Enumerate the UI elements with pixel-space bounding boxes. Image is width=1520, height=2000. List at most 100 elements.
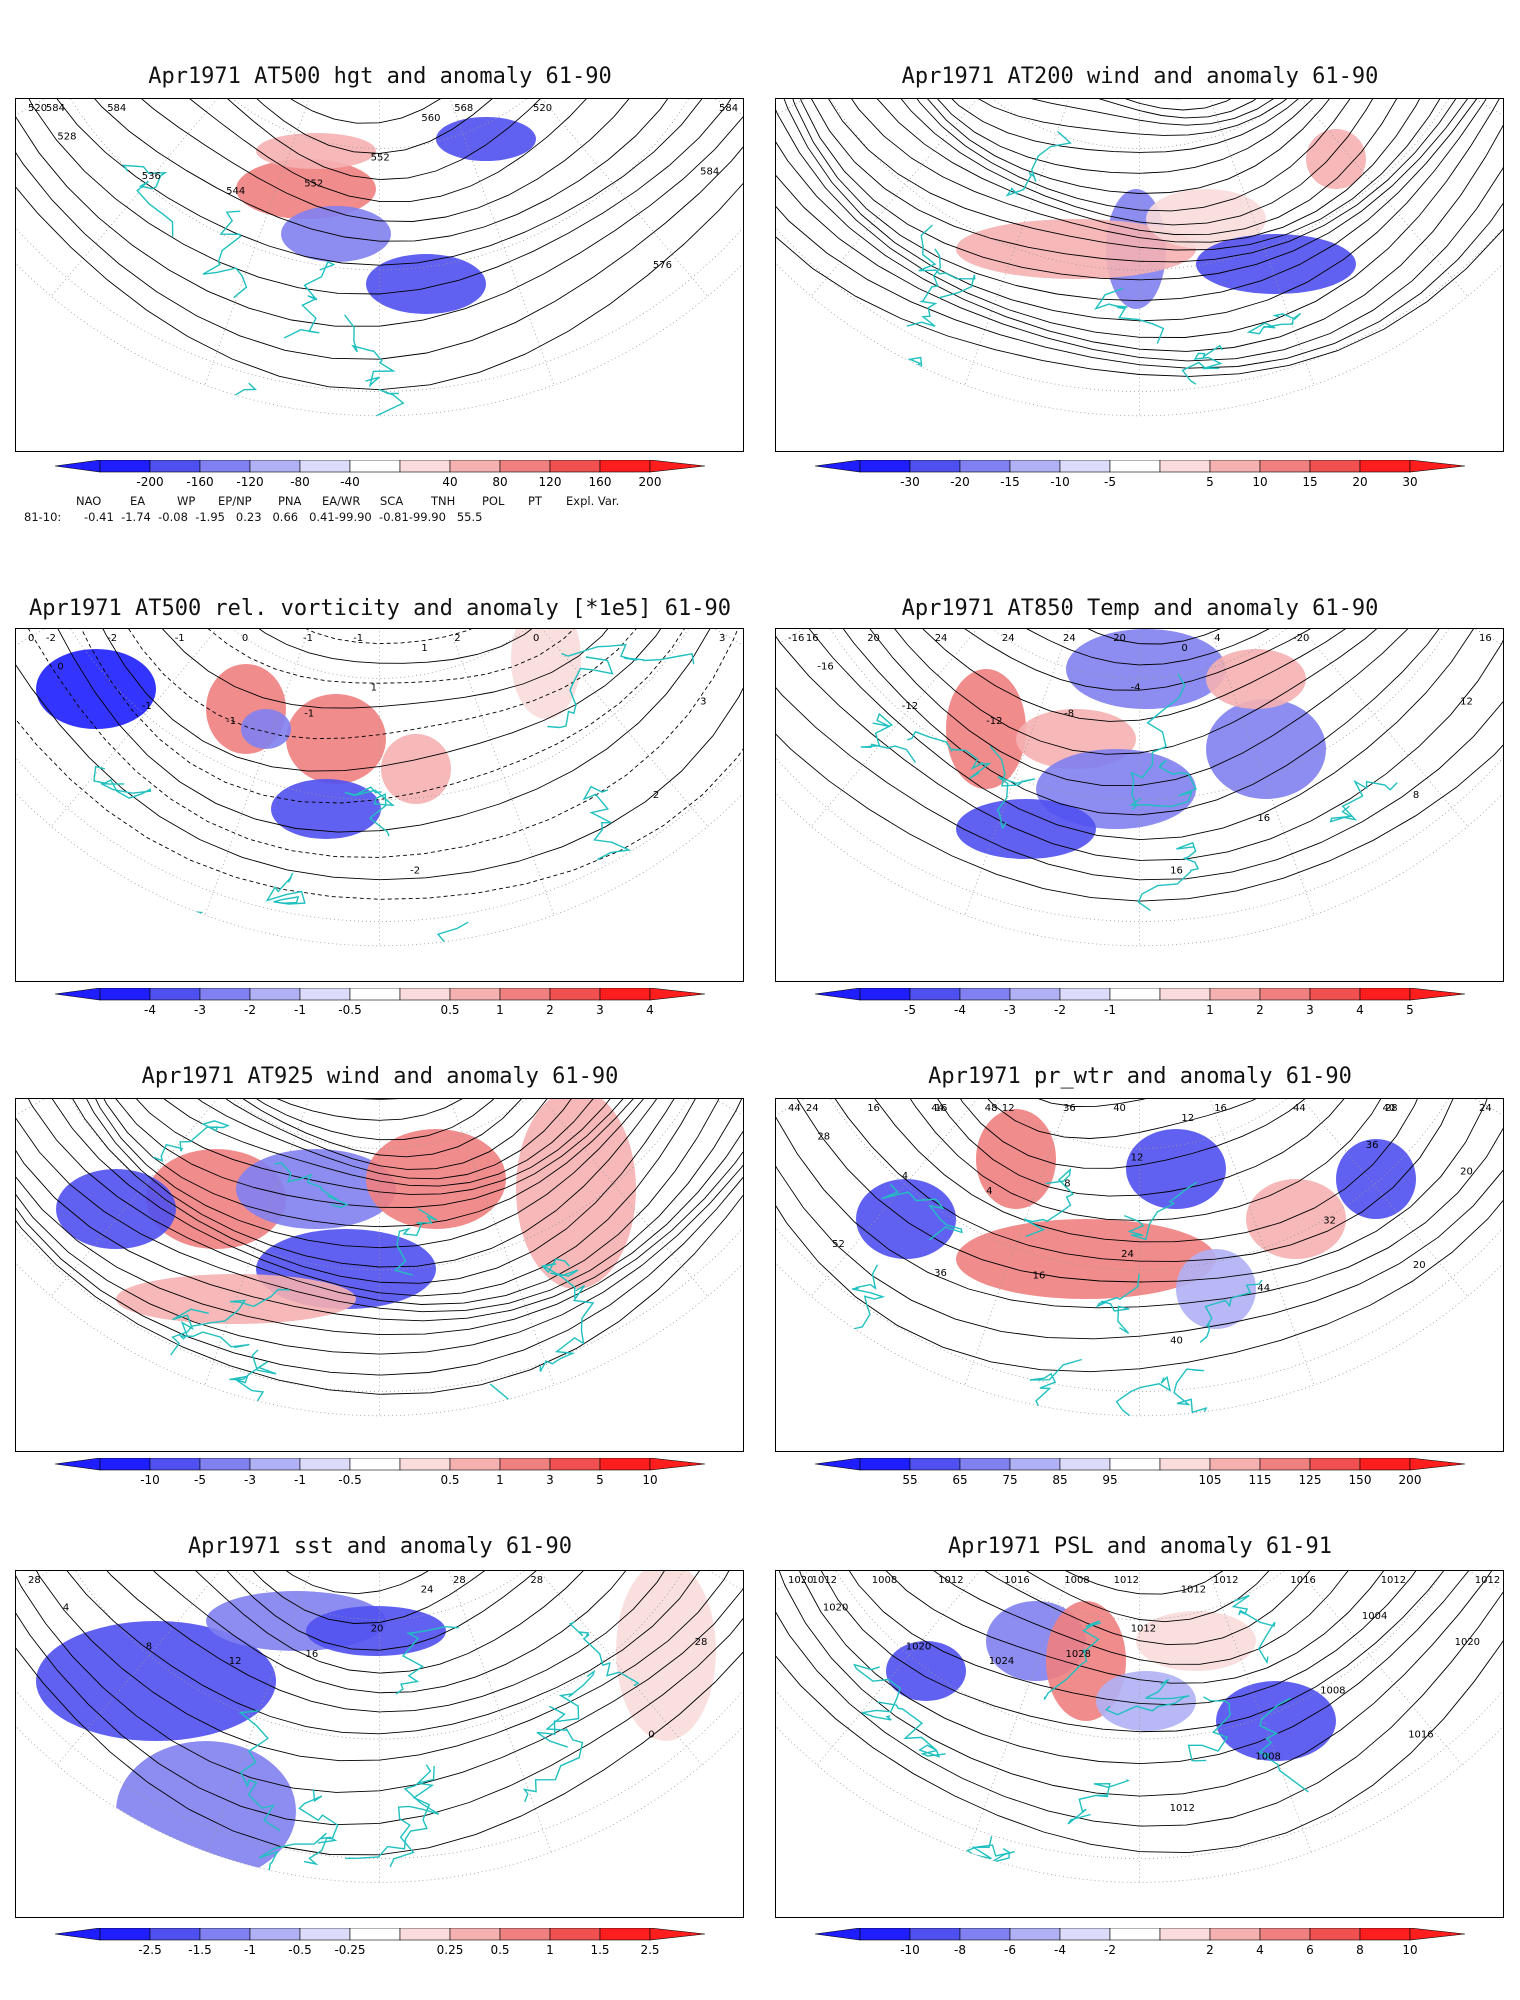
coastline	[850, 1264, 886, 1331]
colorbar-tick-label: 120	[538, 475, 562, 489]
coastline	[541, 1258, 579, 1299]
contour-label: -2	[46, 633, 56, 644]
coastline	[172, 1308, 250, 1349]
contour-label: -1	[142, 701, 152, 712]
anomaly-shading	[1216, 1681, 1336, 1761]
contour-label: 0	[28, 633, 34, 644]
anomaly-shading	[886, 1641, 966, 1701]
coastline	[1181, 344, 1223, 385]
colorbar-tick-label: -120	[236, 475, 264, 489]
contour-label: 24	[1063, 633, 1076, 644]
contour-line	[847, 99, 1443, 212]
contour-label: 2	[454, 633, 460, 644]
contour-line	[16, 1099, 743, 1305]
colorbar-tick-label: -0.5	[338, 1003, 362, 1017]
coastline	[1304, 920, 1374, 946]
contour-line	[93, 1099, 662, 1187]
colorbar-tick-label: -10	[1050, 475, 1070, 489]
coastline	[93, 765, 152, 799]
anomaly-shading	[511, 629, 581, 719]
contour-line	[77, 1099, 703, 1208]
coastline	[630, 926, 681, 946]
colorbar-swatches	[815, 988, 1465, 1001]
contour-label: 4	[1214, 633, 1220, 644]
contour-label: 16	[806, 633, 819, 644]
anomaly-shading	[1336, 1139, 1416, 1219]
contour-line	[16, 99, 743, 360]
contour-label: 24	[935, 633, 948, 644]
coastline	[393, 1208, 438, 1276]
contour-line	[913, 99, 1369, 126]
contour-label: 584	[107, 103, 126, 114]
contour-label: -1	[226, 716, 236, 727]
coastline	[522, 1705, 584, 1803]
coastline	[298, 1789, 339, 1866]
contour-label: 1008	[1255, 1752, 1280, 1763]
contour-label: 16	[1033, 1270, 1046, 1281]
contour-label: 0	[648, 1729, 654, 1740]
contour-label: 1016	[1408, 1729, 1433, 1740]
colorbar: -2.5 -1.5 -1 -0.5 -0.25 0.25 0.5 1 1.5 2.5	[55, 1928, 705, 1964]
contour-label: 568	[454, 103, 473, 114]
coastline	[1016, 1358, 1082, 1416]
contour-label: 20	[867, 633, 880, 644]
colorbar-tick-label: 5	[1406, 1003, 1414, 1017]
coastline	[122, 164, 174, 237]
contour-line	[852, 1099, 1425, 1197]
colorbar-tick-label: 75	[1002, 1473, 1018, 1487]
contour-label: 28	[1385, 1103, 1398, 1114]
contour-label: 0	[242, 633, 248, 644]
contour-line	[181, 1571, 590, 1595]
header-pt: PT	[528, 494, 542, 508]
contour-line	[34, 1571, 705, 1713]
contour-label: 24	[806, 1103, 819, 1114]
contour-line	[885, 99, 1425, 174]
meridian-line	[379, 99, 743, 161]
contour-label: 16	[867, 1103, 880, 1114]
contour-line	[779, 99, 1503, 263]
contour-label: 1020	[823, 1603, 848, 1614]
colorbar-tick-label: 20	[1352, 475, 1368, 489]
contour-label: -16	[817, 661, 833, 672]
colorbar-tick-label: -2.5	[138, 1943, 162, 1957]
colorbar-tick-label: -4	[954, 1003, 966, 1017]
coastline	[966, 1836, 1015, 1864]
colorbar-tick-label: 160	[588, 475, 612, 489]
colorbar-tick-label: -5	[904, 1003, 916, 1017]
contour-label: 536	[142, 171, 161, 182]
colorbar-swatches	[55, 988, 705, 1001]
contour-label: 0	[533, 633, 539, 644]
contour-label: 1012	[1475, 1575, 1500, 1586]
coastline	[877, 1701, 946, 1758]
header-nao: NAO	[76, 494, 102, 508]
contour-label: 24	[1479, 1103, 1492, 1114]
coastline	[1115, 1375, 1185, 1416]
coastline	[1137, 841, 1200, 912]
contour-label: 20	[1113, 633, 1126, 644]
coastline	[1124, 1181, 1198, 1241]
contour-line	[153, 1571, 612, 1624]
contour-line	[936, 99, 1334, 111]
colorbar-swatches	[815, 1928, 1465, 1941]
contour-label: 3	[700, 696, 706, 707]
contour-line	[142, 1099, 625, 1158]
contour-line	[776, 99, 1503, 369]
map-frame: 1016 1020 1020 1020 1024 1028 1012 1012 1012 1016…	[775, 1570, 1504, 1918]
colorbar-tick-label: -0.5	[288, 1943, 312, 1957]
contour-line	[776, 99, 1503, 352]
contour-line	[905, 99, 1390, 136]
colorbar-tick-label: 10	[1252, 475, 1268, 489]
contour-line	[16, 1099, 743, 1395]
anomaly-shading	[1176, 1249, 1256, 1329]
panel-title: Apr1971 pr_wtr and anomaly 61-90	[928, 1064, 1352, 1089]
colorbar-tick-label: -2	[1054, 1003, 1066, 1017]
colorbar-tick-label: 200	[638, 475, 662, 489]
contour-label: 28	[453, 1575, 466, 1586]
coastline	[170, 1288, 290, 1356]
anomaly-shading	[1206, 699, 1326, 799]
contour-label: 4	[63, 1603, 69, 1614]
contour-line	[36, 1099, 743, 1268]
coastline	[989, 745, 1035, 830]
colorbar-tick-label: -80	[290, 475, 310, 489]
contour-line	[776, 99, 1503, 302]
